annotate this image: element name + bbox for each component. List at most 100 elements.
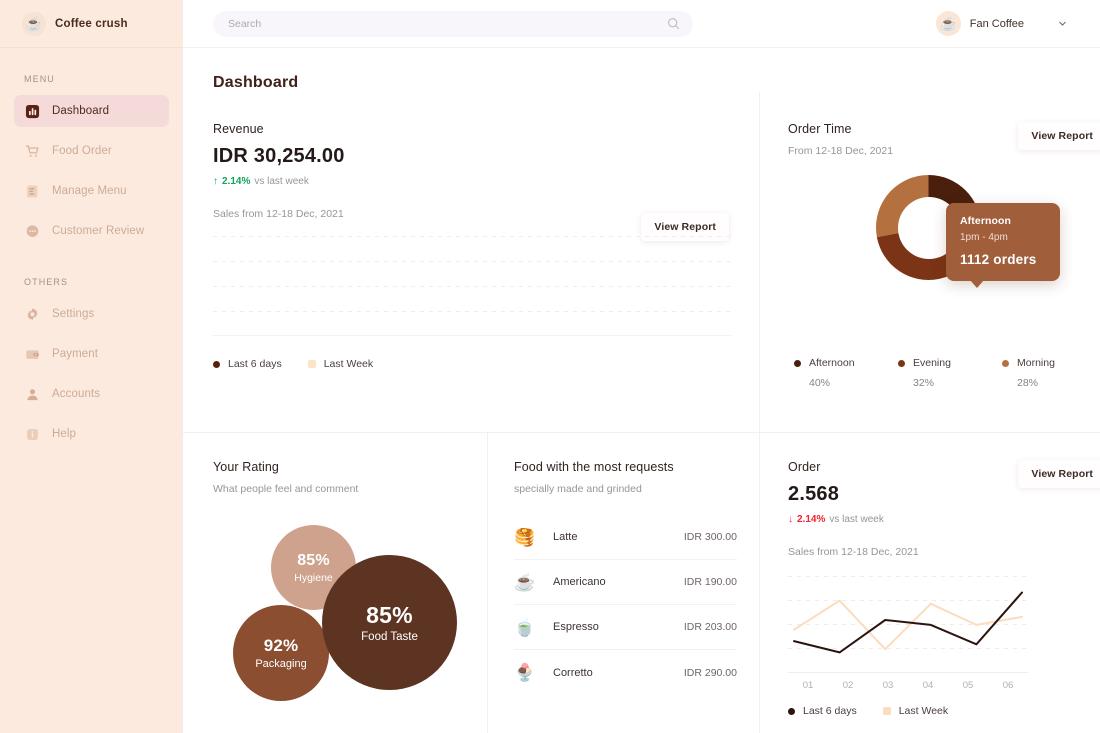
sidebar-item-label: Dashboard [52,105,110,117]
avatar: ☕ [935,11,961,36]
bubble-value: 85% [297,551,330,569]
legend-item: Evening 32% [898,357,1002,389]
corretto-icon: 🍨 [514,663,536,682]
revenue-delta-vs: vs last week [254,176,309,187]
bubble-label: Hygiene [294,571,333,584]
legend-label: Last 6 days [803,705,857,717]
user-icon [24,386,40,402]
legend-item: Last 6 days [788,705,857,717]
list-item[interactable]: 🍨 Corretto IDR 290.00 [514,650,737,695]
bubble-label: Food Taste [361,631,418,643]
sidebar-item-food-order[interactable]: Food Order [14,135,169,167]
order-view-report-button[interactable]: View Report [1018,460,1100,488]
food-price: IDR 290.00 [683,666,737,679]
tooltip-time: 1pm - 4pm [960,232,1008,243]
sidebar-item-settings[interactable]: Settings [14,298,169,330]
sidebar-item-label: Payment [52,348,99,360]
brand[interactable]: ☕ Coffee crush [0,0,183,48]
rating-subtitle: What people feel and comment [213,483,359,495]
content: Dashboard Revenue IDR 30,254.00 ↑ 2.14% … [183,48,1100,733]
legend-label: Evening [913,357,951,369]
line-series [793,591,1023,654]
espresso-icon: 🍵 [514,617,536,637]
user-menu[interactable]: ☕ Fan Coffee [935,11,1024,36]
food-name: Americano [553,576,606,588]
main-area: ☕ Fan Coffee Dashboard Revenue [183,0,1100,733]
topbar-right: ☕ Fan Coffee [935,11,1100,36]
food-price: IDR 300.00 [683,531,737,543]
order-title: Order [788,460,821,474]
legend-label: Last Week [898,705,949,717]
sidebar-item-label: Settings [52,308,95,320]
food-name: Latte [553,531,578,543]
list-item[interactable]: ☕ Americano IDR 190.00 [514,560,737,605]
page-title: Dashboard [213,74,299,91]
order-card: Order 2.568 ↓ 2.14% vs last week Sales f… [760,433,1100,733]
axis-tick-label: 06 [1002,680,1014,691]
food-list: 🥞 Latte IDR 300.00 ☕ Americano IDR 190.0… [514,515,737,695]
arrow-up-icon: ↑ [213,176,218,187]
brand-name: Coffee crush [55,17,128,30]
arrow-down-icon: ↓ [788,514,793,525]
bar-chart-gridlines [213,236,731,336]
legend-label: Last 6 days [228,358,282,370]
line-chart-ticks: 01 02 03 04 05 06 [788,680,1028,691]
user-name: Fan Coffee [969,17,1024,30]
order-delta-vs: vs last week [829,514,884,525]
legend-item: Last 6 days [213,358,282,370]
legend-swatch-icon [882,707,891,715]
bottom-row: Your Rating What people feel and comment… [183,432,1100,733]
legend-dot-icon [788,707,795,715]
legend-dot-icon [898,359,905,367]
food-requests-card: Food with the most requests specially ma… [488,433,760,733]
axis-tick-label: 05 [962,680,974,691]
line-chart-axis [788,672,1028,673]
bubble-label: Packaging [255,658,307,670]
legend-item: Afternoon 40% [794,357,898,389]
list-item[interactable]: 🍵 Espresso IDR 203.00 [514,605,737,650]
order-time-title: Order Time [788,122,852,136]
food-price: IDR 190.00 [683,576,737,588]
sidebar-item-manage-menu[interactable]: Manage Menu [14,175,169,207]
search-container [213,10,693,37]
bubble-value: 92% [263,636,299,655]
menu-section-label: MENU [24,74,55,84]
sidebar-item-payment[interactable]: Payment [14,338,169,370]
food-requests-subtitle: specially made and grinded [514,483,642,495]
search-input[interactable] [213,10,693,37]
tooltip-title: Afternoon [960,215,1012,227]
revenue-delta-pct: 2.14% [222,176,251,187]
legend-label: Morning [1017,357,1055,369]
sidebar-item-help[interactable]: Help [14,418,169,450]
rating-title: Your Rating [213,460,279,474]
legend-item: Last Week [307,358,374,370]
wallet-icon [24,346,40,362]
legend-value: 32% [913,377,935,389]
chat-bubble-icon [24,223,40,239]
order-line-chart: 01 02 03 04 05 06 [788,576,1028,691]
legend-dot-icon [1002,359,1009,367]
list-item[interactable]: 🥞 Latte IDR 300.00 [514,515,737,560]
sidebar-item-customer-review[interactable]: Customer Review [14,215,169,247]
shopping-cart-icon [24,143,40,159]
rating-bubble-packaging: 92% Packaging [233,605,329,701]
legend-label: Last Week [323,358,374,370]
order-delta-pct: 2.14% [797,514,826,525]
revenue-card: Revenue IDR 30,254.00 ↑ 2.14% vs last we… [183,92,760,432]
sidebar-item-accounts[interactable]: Accounts [14,378,169,410]
tooltip-orders: 1112 orders [960,252,1037,267]
chevron-down-icon[interactable] [1052,18,1072,29]
revenue-delta: ↑ 2.14% vs last week [213,176,729,187]
legend-dot-icon [213,360,220,368]
legend-value: 28% [1017,377,1039,389]
order-time-view-report-button[interactable]: View Report [1018,122,1100,150]
line-series [793,599,1023,651]
order-time-legend: Afternoon 40% Evening 32% [788,357,1100,389]
food-price: IDR 203.00 [683,621,737,633]
sidebar-item-label: Accounts [52,388,101,400]
bar-chart-bars [213,236,731,336]
sidebar-item-label: Customer Review [52,225,145,237]
order-legend: Last 6 days Last Week [788,705,1100,717]
sidebar-item-dashboard[interactable]: Dashboard [14,95,169,127]
